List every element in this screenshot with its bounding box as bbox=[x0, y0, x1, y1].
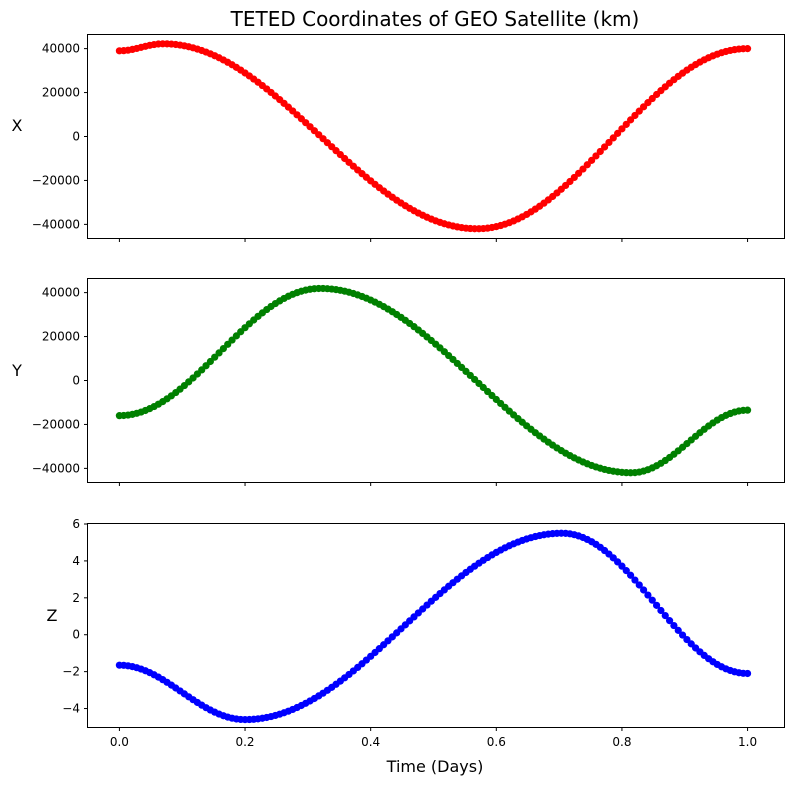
y-series bbox=[115, 284, 752, 477]
panel-z-ylabel: Z bbox=[47, 606, 58, 625]
data-point bbox=[596, 147, 604, 156]
panel-y-xticks bbox=[118, 482, 749, 486]
data-point bbox=[648, 596, 656, 604]
x-series bbox=[115, 40, 752, 233]
ytick-label: 2 bbox=[72, 591, 80, 605]
data-point bbox=[609, 134, 617, 142]
ytick-label: 6 bbox=[72, 517, 80, 531]
ytick-label: 40000 bbox=[42, 42, 80, 56]
chart-title: TETED Coordinates of GEO Satellite (km) bbox=[230, 7, 640, 31]
data-point bbox=[670, 621, 678, 630]
panel-y-ylabel: Y bbox=[11, 361, 22, 380]
data-point bbox=[618, 562, 626, 570]
panel-x-xticks bbox=[118, 238, 749, 242]
xtick-label: 0.8 bbox=[612, 735, 631, 749]
data-point bbox=[592, 152, 600, 160]
z-series bbox=[115, 529, 752, 724]
data-point bbox=[601, 143, 609, 151]
ytick-label: 0 bbox=[72, 628, 80, 642]
ytick-label: 20000 bbox=[42, 86, 80, 100]
data-point bbox=[626, 571, 635, 579]
panel-y: Y 40000 20000 0 −20000 −40000 bbox=[11, 278, 785, 486]
panel-x-ylabel: X bbox=[12, 116, 23, 135]
xtick-label: 0.4 bbox=[361, 735, 380, 749]
ytick-label: 0 bbox=[72, 130, 80, 144]
ytick-label: −20000 bbox=[32, 173, 80, 187]
data-point bbox=[583, 161, 591, 169]
ytick-label: −4 bbox=[62, 702, 80, 716]
data-point bbox=[639, 586, 648, 594]
data-point bbox=[614, 129, 622, 137]
ytick-label: −40000 bbox=[32, 217, 80, 231]
data-point bbox=[657, 606, 665, 615]
ytick-label: −40000 bbox=[32, 461, 80, 475]
ytick-label: −20000 bbox=[32, 417, 80, 431]
panel-z-xticks: 0.0 0.2 0.4 0.6 0.8 1.0 bbox=[110, 727, 757, 749]
panel-x: X 40000 20000 0 −20000 −40000 bbox=[12, 34, 785, 242]
data-point bbox=[631, 576, 639, 584]
data-point bbox=[678, 631, 687, 639]
data-point bbox=[635, 581, 643, 589]
ytick-label: 4 bbox=[72, 554, 80, 568]
ytick-label: −2 bbox=[62, 665, 80, 679]
data-point bbox=[644, 591, 652, 599]
xtick-label: 0.2 bbox=[235, 735, 254, 749]
data-point bbox=[588, 156, 596, 164]
panel-y-yticks: 40000 20000 0 −20000 −40000 bbox=[32, 286, 88, 475]
ytick-label: 0 bbox=[72, 374, 80, 388]
data-point bbox=[622, 567, 630, 575]
data-point bbox=[743, 45, 752, 53]
xtick-label: 1.0 bbox=[738, 735, 757, 749]
ytick-label: 20000 bbox=[42, 330, 80, 344]
data-point bbox=[618, 125, 626, 133]
data-point bbox=[661, 611, 669, 620]
panel-x-yticks: 40000 20000 0 −20000 −40000 bbox=[32, 42, 88, 231]
xtick-label: 0.0 bbox=[110, 735, 129, 749]
data-point bbox=[652, 601, 661, 609]
x-axis-label: Time (Days) bbox=[386, 757, 484, 776]
data-point bbox=[622, 120, 630, 128]
data-point bbox=[743, 669, 752, 678]
data-point bbox=[665, 617, 674, 625]
xtick-label: 0.6 bbox=[487, 735, 506, 749]
ytick-label: 40000 bbox=[42, 286, 80, 300]
panel-z-frame bbox=[87, 523, 785, 728]
panel-z: Z 6 4 2 0 −2 −4 0.0 0.2 0.4 0.6 0.8 1.0 bbox=[47, 517, 785, 749]
data-point bbox=[743, 406, 752, 414]
data-point bbox=[674, 626, 682, 634]
data-point bbox=[605, 138, 613, 147]
data-point bbox=[626, 116, 635, 124]
panel-z-yticks: 6 4 2 0 −2 −4 bbox=[62, 517, 88, 716]
panel-x-frame bbox=[87, 34, 785, 239]
